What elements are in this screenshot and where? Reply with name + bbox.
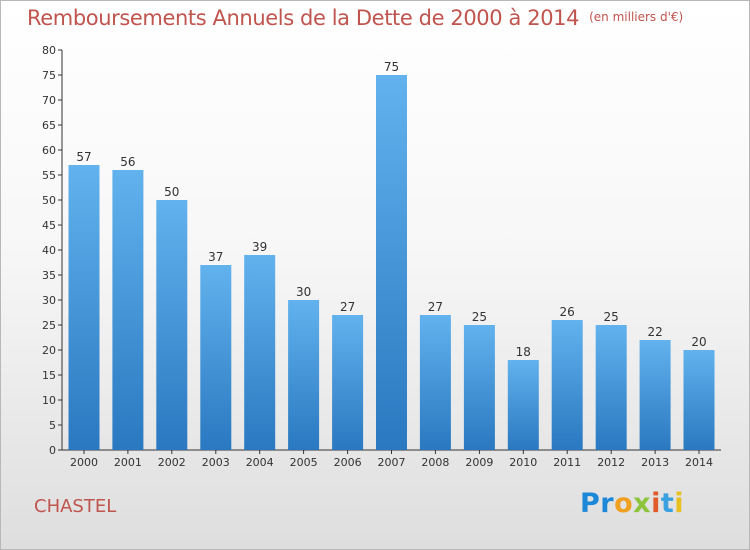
y-tick-label: 10 [42, 394, 56, 407]
bar-2007 [376, 75, 407, 450]
bar-2013 [639, 340, 671, 450]
x-tick-label: 2006 [334, 456, 362, 469]
y-tick-label: 40 [42, 244, 56, 257]
y-tick-label: 60 [42, 144, 56, 157]
bar-2012 [595, 325, 627, 450]
bar-2008 [419, 315, 451, 450]
bar-2000 [68, 165, 100, 450]
value-label: 26 [560, 305, 575, 319]
bar-2004 [244, 255, 276, 450]
x-tick-label: 2014 [685, 456, 713, 469]
logo-part: x [633, 488, 652, 519]
bar-2003 [200, 265, 232, 450]
labels: 57 2000 56 2001 50 2002 37 2003 39 2004 30 2005 27 20… [70, 60, 713, 469]
title-text: Remboursements Annuels de la Dette de 20… [27, 6, 580, 30]
bar-2011 [551, 320, 583, 450]
bar-2005 [288, 300, 320, 450]
x-tick-label: 2002 [158, 456, 186, 469]
x-tick-label: 2013 [641, 456, 669, 469]
value-label: 18 [516, 345, 531, 359]
bar-2001 [112, 170, 144, 450]
logo-part: o [614, 488, 634, 519]
bar-2006 [332, 315, 364, 450]
bars [68, 75, 715, 450]
bar-2010 [507, 360, 539, 450]
value-label: 25 [604, 310, 619, 324]
y-tick-label: 65 [42, 119, 56, 132]
value-label: 50 [164, 185, 179, 199]
commune-name: CHASTEL [34, 496, 117, 517]
y-tick-label: 70 [42, 94, 56, 107]
y-tick-label: 45 [42, 219, 56, 232]
value-label: 75 [384, 60, 399, 74]
unit-text: (en milliers d'€) [589, 10, 684, 24]
bar-2009 [463, 325, 495, 450]
x-tick-label: 2001 [114, 456, 142, 469]
value-label: 57 [76, 150, 91, 164]
bar-2002 [156, 200, 188, 450]
x-tick-label: 2003 [202, 456, 230, 469]
proxiti-logo: Proxiti [580, 488, 684, 519]
x-tick-label: 2009 [465, 456, 493, 469]
x-tick-label: 2007 [378, 456, 406, 469]
bar-2014 [683, 350, 715, 450]
x-tick-label: 2011 [553, 456, 581, 469]
value-label: 27 [428, 300, 443, 314]
value-label: 30 [296, 285, 311, 299]
y-tick-label: 80 [42, 44, 56, 57]
x-tick-label: 2008 [421, 456, 449, 469]
y-tick-label: 75 [42, 69, 56, 82]
chart-title: Remboursements Annuels de la Dette de 20… [27, 6, 683, 30]
x-tick-label: 2005 [290, 456, 318, 469]
x-tick-label: 2012 [597, 456, 625, 469]
y-tick-label: 0 [49, 444, 56, 457]
value-label: 39 [252, 240, 267, 254]
logo-part: i [674, 488, 685, 519]
y-tick-label: 55 [42, 169, 56, 182]
value-label: 22 [647, 325, 662, 339]
logo-part: Pr [580, 488, 615, 519]
value-label: 25 [472, 310, 487, 324]
x-tick-label: 2004 [246, 456, 274, 469]
y-tick-label: 15 [42, 369, 56, 382]
x-tick-label: 2000 [70, 456, 98, 469]
y-tick-label: 35 [42, 269, 56, 282]
y-tick-label: 20 [42, 344, 56, 357]
logo-part: i [651, 488, 661, 519]
x-tick-label: 2010 [509, 456, 537, 469]
value-label: 37 [208, 250, 223, 264]
value-label: 56 [120, 155, 135, 169]
y-tick-label: 5 [49, 419, 56, 432]
y-tick-label: 25 [42, 319, 56, 332]
value-label: 27 [340, 300, 355, 314]
y-tick-label: 50 [42, 194, 56, 207]
value-label: 20 [691, 335, 706, 349]
y-tick-label: 30 [42, 294, 56, 307]
logo-part: t [660, 488, 675, 519]
